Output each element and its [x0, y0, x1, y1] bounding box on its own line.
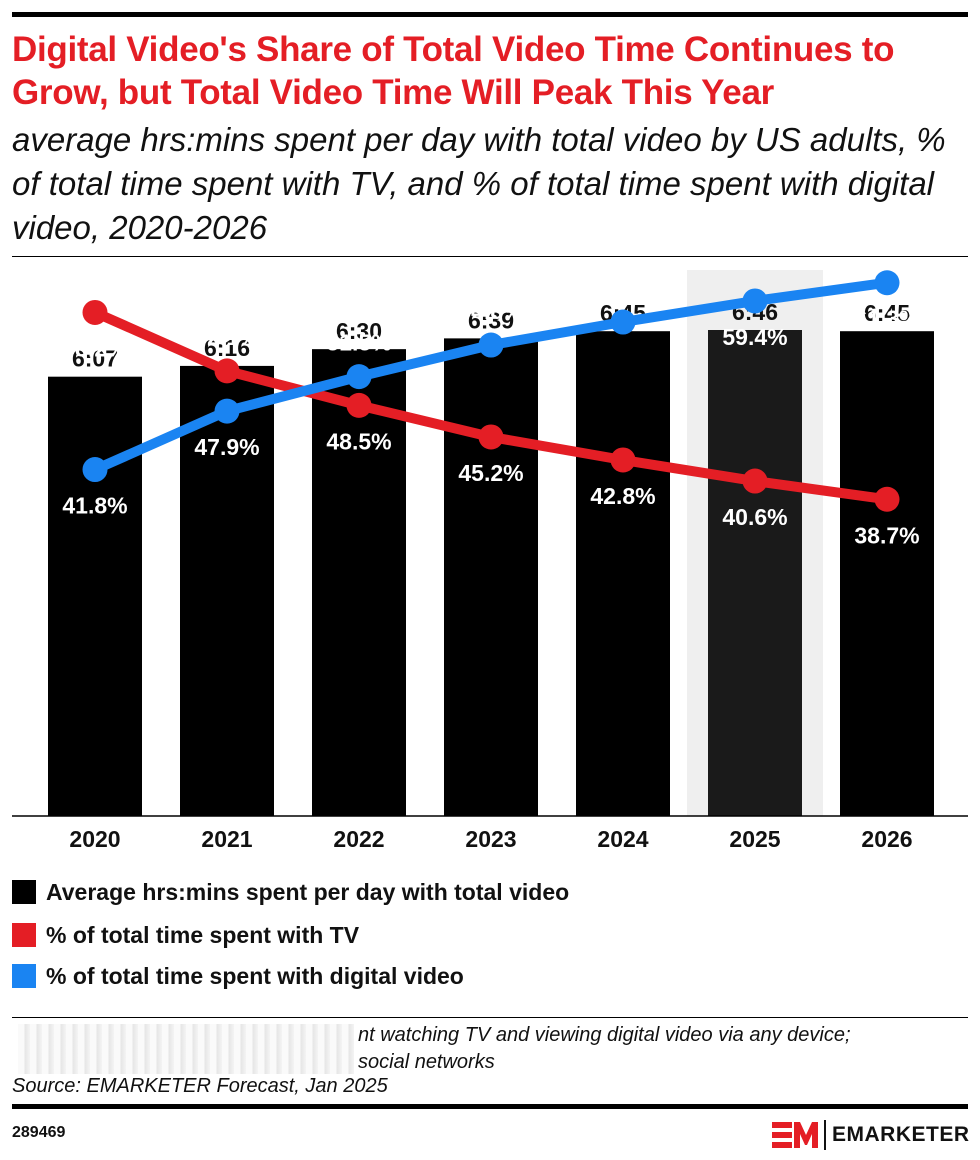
note-line-2: social networks: [358, 1051, 495, 1073]
logo-wordmark: EMARKETER: [832, 1123, 970, 1146]
top-rule: [12, 12, 968, 17]
bar-2020: [48, 376, 142, 816]
x-tick-2024: 2024: [597, 826, 648, 852]
digital-point-2020: [82, 457, 108, 483]
chart-title: Digital Video's Share of Total Video Tim…: [12, 30, 895, 112]
source-note: Source: EMARKETER Forecast, Jan 2025: [12, 1075, 388, 1097]
chart-subtitle: average hrs:mins spent per day with tota…: [12, 121, 946, 246]
tv-label-2024: 42.8%: [590, 483, 655, 509]
x-tick-2020: 2020: [69, 826, 120, 852]
bar-label-2022: 6:30: [336, 318, 382, 344]
digital-label-2026: 61.3%: [854, 306, 919, 332]
legend-label-tv: % of total time spent with TV: [46, 922, 360, 948]
bar-label-2021: 6:16: [204, 335, 250, 361]
bar-label-2026: 6:45: [864, 300, 910, 326]
tv-point-2021: [214, 358, 240, 384]
digital-label-2022: 51.5%: [326, 330, 391, 356]
note-line-1: nt watching TV and viewing digital video…: [358, 1024, 851, 1046]
chart-area: 6:076:166:306:396:456:466:45202020212022…: [12, 270, 968, 852]
methodology-note: nt watching TV and viewing digital video…: [358, 1022, 958, 1076]
digital-point-2024: [610, 309, 636, 335]
tv-point-2024: [610, 447, 636, 473]
tv-point-2026: [874, 486, 900, 512]
bar-2024: [576, 331, 670, 816]
emarketer-logo: EMARKETER: [770, 1118, 970, 1152]
legend-label-total-video: Average hrs:mins spent per day with tota…: [46, 879, 570, 905]
tv-point-2023: [478, 424, 504, 450]
x-tick-2022: 2022: [333, 826, 384, 852]
redacted-note-area: [18, 1024, 354, 1074]
bar-2026: [840, 331, 934, 816]
chart-id: 289469: [12, 1124, 66, 1141]
tv-label-2026: 38.7%: [854, 522, 919, 548]
tv-label-2021: 52.1%: [194, 324, 259, 350]
digital-label-2020: 41.8%: [62, 493, 127, 519]
bar-2025: [708, 330, 802, 816]
x-tick-2023: 2023: [465, 826, 516, 852]
x-tick-2021: 2021: [201, 826, 252, 852]
legend-swatch-digital: [12, 964, 36, 988]
bar-2022: [312, 349, 406, 816]
digital-label-2021: 47.9%: [194, 434, 259, 460]
digital-point-2025: [742, 288, 768, 314]
tv-label-2022: 48.5%: [326, 428, 391, 454]
bar-label-2020: 6:07: [72, 346, 118, 372]
legend-label-digital: % of total time spent with digital video: [46, 963, 464, 989]
digital-point-2023: [478, 332, 504, 358]
tv-point-2020: [82, 299, 108, 325]
tv-label-2025: 40.6%: [722, 504, 787, 530]
bottom-rule: [12, 1104, 968, 1109]
tv-point-2022: [346, 392, 372, 418]
digital-label-2025: 59.4%: [722, 324, 787, 350]
bar-2023: [444, 338, 538, 816]
digital-label-2024: 57.2%: [590, 275, 655, 301]
digital-point-2026: [874, 270, 900, 296]
tv-label-2023: 45.2%: [458, 460, 523, 486]
em-logo-icon: [772, 1120, 826, 1150]
subtitle-rule: [12, 256, 968, 257]
x-tick-2026: 2026: [861, 826, 912, 852]
note-rule: [12, 1017, 968, 1018]
x-tick-2025: 2025: [729, 826, 780, 852]
legend-swatch-tv: [12, 923, 36, 947]
digital-label-2023: 54.8%: [458, 298, 523, 324]
bar-label-2023: 6:39: [468, 307, 514, 333]
legend-swatch-total-video: [12, 880, 36, 904]
bar-2021: [180, 365, 274, 816]
tv-label-2020: 58.2%: [62, 335, 127, 361]
digital-point-2021: [214, 398, 240, 424]
digital-point-2022: [346, 364, 372, 390]
tv-point-2025: [742, 468, 768, 494]
